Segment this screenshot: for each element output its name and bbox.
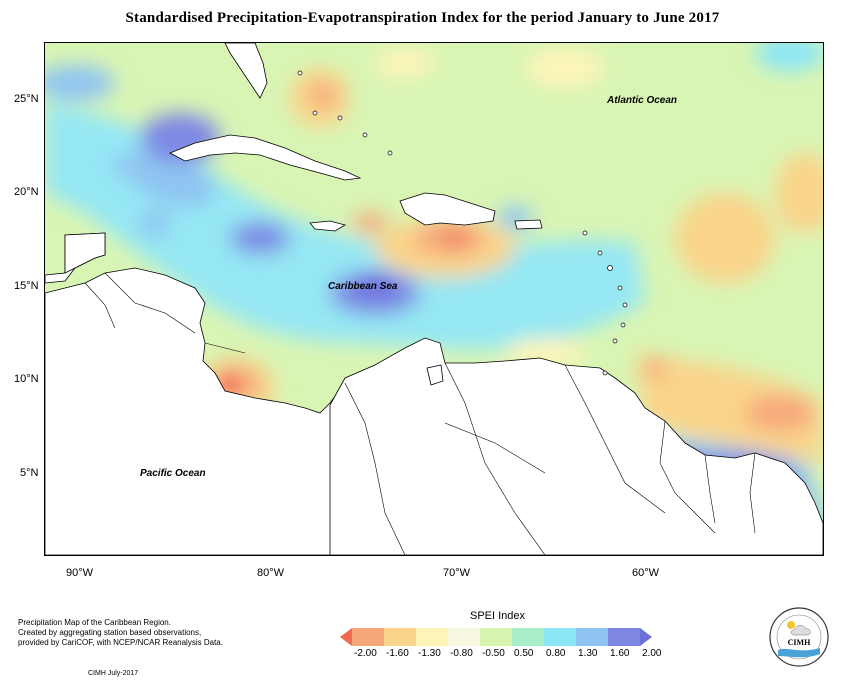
credits-text: Precipitation Map of the Caribbean Regio… [18,618,223,648]
legend-swatch [448,628,481,646]
lat-label-25: 25°N [14,93,39,105]
credits-line: Precipitation Map of the Caribbean Regio… [18,618,171,627]
legend-tick-label: -1.30 [418,648,441,659]
map-title: Standardised Precipitation-Evapotranspir… [125,10,720,26]
cloud-icon [790,625,811,636]
logo-text: CIMH [788,638,811,647]
land-masses [45,43,823,555]
legend-colorbar [340,628,652,646]
legend-swatch [352,628,385,646]
legend-swatch [608,628,641,646]
lat-label-20: 20°N [14,186,39,198]
country-borders [84,272,756,555]
region-label-caribbean: Caribbean Sea [328,281,398,292]
lon-label-90: 90°W [66,567,94,579]
small-islands [297,70,628,376]
legend-swatch [416,628,449,646]
sun-icon [787,621,795,629]
legend-swatch [384,628,417,646]
legend-tick-label: 2.00 [642,648,662,659]
lat-label-10: 10°N [14,373,39,385]
legend-swatch [480,628,513,646]
lon-label-80: 80°W [257,567,285,579]
region-label-pacific: Pacific Ocean [140,468,206,479]
credits-date: CIMH July-2017 [88,670,139,677]
region-label-atlantic: Atlantic Ocean [607,95,678,106]
map-panel: Atlantic Ocean Caribbean Sea Pacific Oce… [44,42,824,556]
lon-label-60: 60°W [632,567,660,579]
legend-tick-label: -2.00 [354,648,377,659]
legend-swatch [512,628,545,646]
legend-tick-label: -0.80 [450,648,473,659]
spei-map [45,43,823,555]
legend-tick-label: 1.60 [610,648,630,659]
cimh-logo: CIMH [769,607,829,667]
lon-label-70: 70°W [443,567,471,579]
legend-title: SPEI Index [470,610,526,622]
credits-line: provided by CariCOF, with NCEP/NCAR Rean… [18,638,223,647]
legend-tick-label: 0.80 [546,648,566,659]
legend-tick-label: 0.50 [514,648,534,659]
wave-icon [778,648,820,658]
legend-swatch [576,628,609,646]
lat-label-5: 5°N [20,467,39,479]
legend-tick-label: -1.60 [386,648,409,659]
legend-tick-label: -0.50 [482,648,505,659]
legend-tick-label: 1.30 [578,648,598,659]
legend-swatch [640,628,652,646]
lat-label-15: 15°N [14,280,39,292]
legend-swatch [340,628,352,646]
legend-swatch [544,628,577,646]
credits-line: Created by aggregating station based obs… [18,628,202,637]
